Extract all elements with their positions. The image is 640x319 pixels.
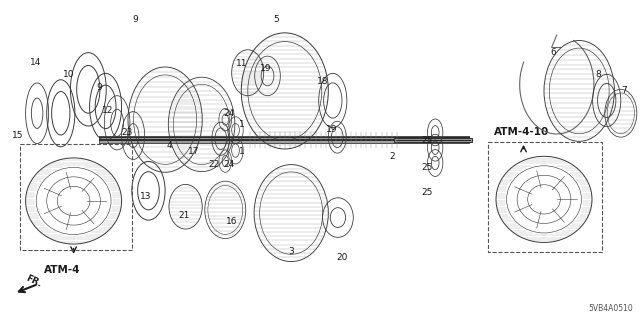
- Text: ATM-4-10: ATM-4-10: [494, 127, 549, 137]
- Text: 10: 10: [63, 70, 75, 79]
- Text: 11: 11: [236, 59, 248, 68]
- Text: 25: 25: [422, 163, 433, 172]
- Text: 14: 14: [29, 58, 41, 67]
- Text: 1: 1: [239, 120, 244, 129]
- Text: 15: 15: [12, 131, 24, 140]
- Text: 25: 25: [422, 189, 433, 197]
- Text: 3: 3: [289, 247, 294, 256]
- Text: 1: 1: [239, 147, 244, 156]
- Text: 17: 17: [188, 147, 199, 156]
- Text: 2: 2: [389, 152, 394, 161]
- Text: 20: 20: [337, 253, 348, 262]
- Text: 25: 25: [422, 136, 433, 145]
- Text: 7: 7: [621, 86, 627, 95]
- Text: 19: 19: [326, 125, 337, 134]
- Text: ATM-4: ATM-4: [44, 264, 80, 275]
- Text: 21: 21: [179, 211, 190, 220]
- Text: 4: 4: [167, 141, 172, 150]
- Text: 6: 6: [551, 48, 556, 57]
- Text: 5: 5: [274, 15, 279, 24]
- Text: 24: 24: [223, 109, 235, 118]
- Text: 24: 24: [223, 160, 235, 169]
- Text: 8: 8: [596, 70, 601, 79]
- Text: 9: 9: [133, 15, 138, 24]
- Text: 9: 9: [97, 83, 102, 92]
- Text: 16: 16: [226, 217, 237, 226]
- Text: 13: 13: [140, 192, 152, 201]
- Text: 22: 22: [209, 160, 220, 169]
- Text: 23: 23: [121, 128, 132, 137]
- Text: 19: 19: [260, 64, 271, 73]
- Text: 5VB4A0510: 5VB4A0510: [589, 304, 634, 313]
- Text: FR.: FR.: [24, 274, 43, 289]
- Text: 12: 12: [102, 106, 113, 115]
- Text: 18: 18: [317, 77, 329, 86]
